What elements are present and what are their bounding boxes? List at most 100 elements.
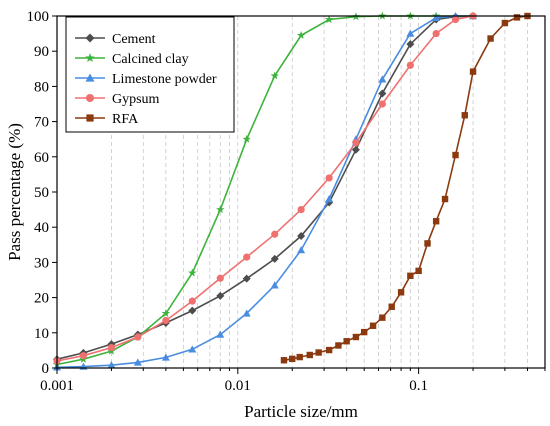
data-point	[289, 355, 296, 363]
data-point	[325, 174, 333, 182]
data-point	[406, 40, 415, 49]
data-point	[487, 35, 494, 42]
data-point	[79, 352, 88, 360]
x-tick-label: 0.01	[225, 378, 251, 394]
legend-label: Calcined clay	[112, 52, 189, 67]
data-point	[379, 314, 386, 321]
data-point	[324, 15, 334, 24]
data-point	[188, 345, 197, 353]
data-point	[85, 73, 95, 82]
x-axis-label: Particle size/mm	[244, 402, 358, 421]
data-point	[351, 145, 360, 154]
data-point	[270, 281, 279, 289]
data-point	[216, 274, 224, 282]
data-point	[243, 253, 251, 261]
data-point	[388, 303, 395, 310]
data-point	[406, 61, 414, 69]
y-tick-label: 10	[34, 326, 49, 342]
data-point	[343, 338, 350, 345]
y-tick-label: 80	[34, 79, 49, 95]
data-point	[352, 333, 360, 341]
x-tick-label: 0.1	[409, 378, 428, 394]
data-point	[378, 75, 387, 83]
data-point	[461, 112, 468, 119]
data-point	[85, 33, 95, 43]
data-point	[188, 268, 197, 277]
data-point	[134, 333, 142, 341]
data-point	[415, 267, 422, 275]
data-point	[297, 246, 306, 254]
data-point	[161, 353, 170, 361]
axes: 0 10 20 30 40 50 60 70 80 90 100 0.001 0.01 0.1	[27, 9, 546, 394]
y-tick-label: 20	[34, 291, 49, 307]
y-tick-label: 70	[34, 115, 49, 131]
data-point	[270, 71, 279, 80]
legend-item: Cement	[75, 32, 156, 47]
legend-item: Calcined clay	[75, 52, 189, 67]
legend-label: Cement	[112, 32, 156, 47]
data-point	[107, 343, 116, 352]
legend: Cement Calcined clay Limestone powder Gypsu…	[65, 16, 235, 133]
data-point	[441, 195, 449, 203]
data-point	[107, 361, 116, 369]
y-tick-label: 90	[34, 44, 49, 60]
data-point	[397, 289, 405, 296]
data-point	[85, 93, 95, 103]
data-point	[513, 14, 521, 21]
data-point	[280, 357, 288, 364]
data-point	[86, 114, 94, 122]
data-point	[216, 291, 225, 300]
data-point	[369, 322, 377, 329]
data-point	[188, 306, 197, 315]
y-tick-label: 50	[34, 185, 49, 201]
data-point	[297, 232, 306, 240]
data-point	[296, 30, 306, 39]
data-point	[407, 272, 414, 279]
data-point	[271, 230, 279, 238]
y-tick-label: 30	[34, 255, 49, 271]
data-point	[469, 68, 477, 75]
data-point	[161, 309, 171, 317]
data-point	[242, 309, 251, 317]
legend-label: RFA	[112, 112, 139, 127]
legend-item: Gypsum	[75, 92, 160, 107]
data-point	[335, 342, 342, 349]
data-point	[432, 218, 440, 225]
legend-box	[65, 16, 235, 133]
data-point	[297, 206, 305, 214]
data-point	[424, 240, 431, 247]
data-point	[406, 29, 415, 37]
y-tick-label: 100	[27, 9, 50, 25]
data-point	[352, 139, 360, 147]
y-tick-label: 60	[34, 150, 49, 166]
data-point	[360, 328, 368, 336]
series-area	[52, 11, 531, 371]
x-tick-label: 0.001	[40, 378, 74, 394]
data-point	[432, 29, 440, 38]
data-point	[188, 297, 196, 305]
legend-item: Limestone powder	[75, 72, 217, 87]
data-point	[242, 134, 251, 143]
data-point	[432, 13, 441, 21]
data-point	[451, 15, 460, 24]
data-point	[216, 330, 225, 338]
data-point	[162, 316, 170, 325]
legend-item: RFA	[75, 112, 139, 127]
data-point	[242, 274, 251, 283]
data-point	[378, 89, 387, 98]
y-axis-label: Pass percentage (%)	[5, 123, 24, 261]
y-tick-label: 40	[34, 220, 49, 236]
data-point	[378, 100, 386, 108]
data-point	[501, 19, 509, 27]
y-tick-label: 0	[42, 361, 50, 377]
legend-label: Limestone powder	[112, 72, 217, 87]
data-point	[306, 351, 313, 359]
data-point	[133, 358, 142, 366]
data-point	[325, 346, 333, 354]
data-point	[325, 195, 334, 203]
data-point	[270, 254, 279, 263]
data-point	[296, 353, 303, 361]
data-point	[315, 349, 322, 356]
data-point	[216, 205, 225, 214]
